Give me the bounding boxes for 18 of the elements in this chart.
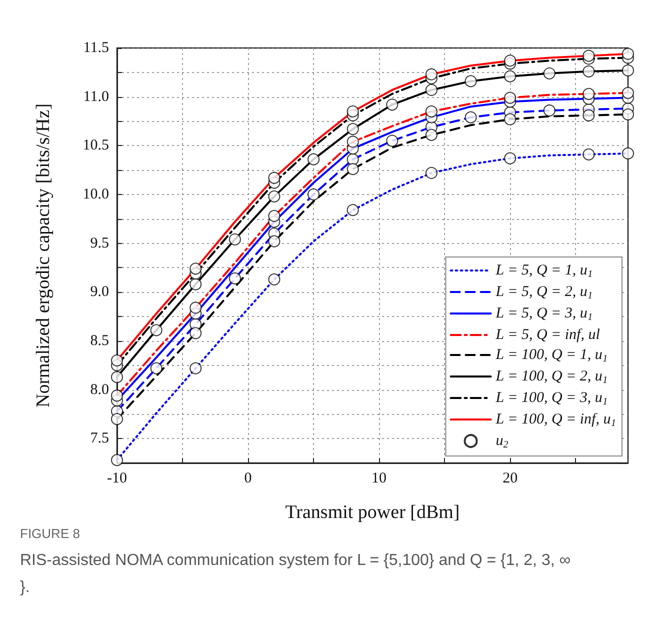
caption: FIGURE 8 bbox=[20, 526, 80, 541]
legend-label: L = 5, Q = inf, ul bbox=[494, 327, 600, 343]
y-tick-label: 9.0 bbox=[90, 284, 109, 300]
x-tick-label: 10 bbox=[372, 470, 387, 486]
text: RIS-assisted NOMA communication system for L = {5,100} and Q = {1, 2, 3, ∞}. bbox=[20, 552, 571, 596]
y-tick-label: 9.5 bbox=[90, 235, 109, 252]
x-axis-title: Transmit power [dBm] bbox=[285, 502, 460, 523]
y-tick-label: 8.0 bbox=[90, 382, 109, 398]
x-tick-label: -10 bbox=[107, 470, 127, 486]
y-tick-label: 10.5 bbox=[82, 138, 109, 154]
y-tick-label: 7.5 bbox=[90, 430, 109, 447]
y-tick-label: 11.5 bbox=[83, 40, 109, 56]
x-tick-label: 0 bbox=[244, 470, 252, 486]
y-axis-title: Normalized ergodic capacity [bits/s/Hz] bbox=[33, 103, 54, 408]
y-tick-label: 11.0 bbox=[83, 88, 109, 105]
y-tick-label: 8.5 bbox=[90, 332, 109, 349]
y-tick-label: 10.0 bbox=[82, 186, 109, 202]
x-tick-label: 20 bbox=[502, 470, 518, 486]
